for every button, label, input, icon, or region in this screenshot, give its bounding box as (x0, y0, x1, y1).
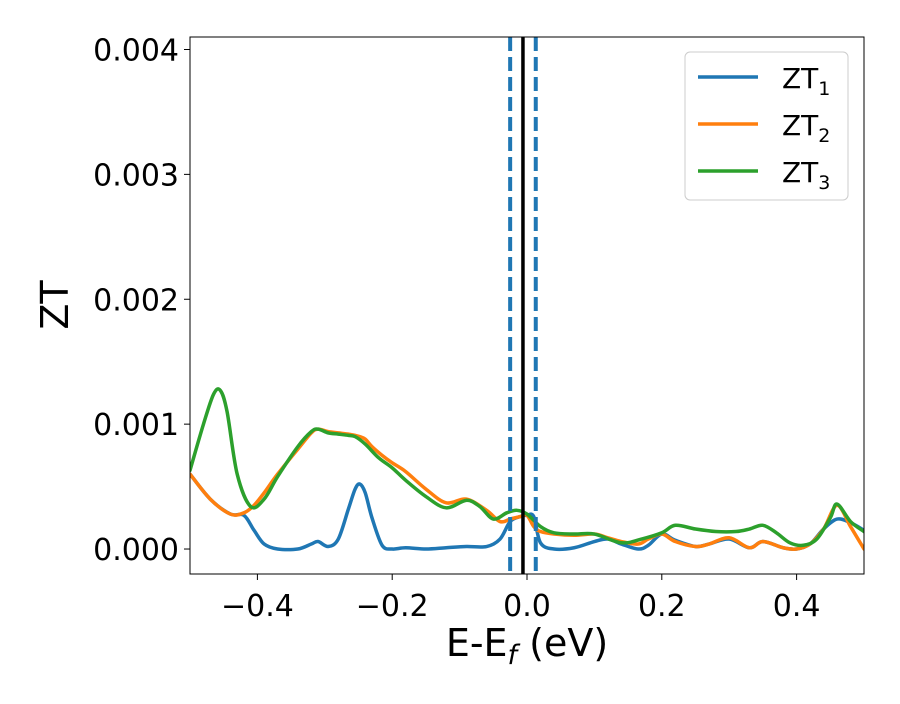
x-tick-label: 0.2 (638, 589, 686, 624)
series-line-zt3 (190, 387, 864, 548)
y-tick-label: 0.000 (93, 533, 179, 568)
x-axis-label-main: E-E (446, 621, 508, 665)
x-tick-label: 0.0 (503, 589, 551, 624)
x-axis-label-rest: (eV) (517, 621, 608, 665)
x-tick-label: −0.2 (356, 589, 429, 624)
y-axis-label: ZT (33, 280, 77, 330)
legend-label-zt3: ZT3 (782, 156, 830, 194)
x-tick-label: 0.4 (773, 589, 821, 624)
legend: ZT1 ZT2 ZT3 (684, 51, 849, 201)
ticks-layer: −0.4 −0.2 0.0 0.2 0.4 0.000 0.001 0.002 0.003 0.0… (93, 33, 820, 624)
legend-label-zt1: ZT1 (782, 62, 830, 100)
y-tick-label: 0.002 (93, 283, 179, 318)
series-line-zt1 (190, 472, 864, 552)
legend-box (684, 51, 849, 201)
legend-label-zt2: ZT2 (782, 109, 830, 147)
y-tick-label: 0.004 (93, 33, 179, 68)
y-tick-label: 0.003 (93, 158, 179, 193)
x-tick-label: −0.4 (221, 589, 294, 624)
series-layer (190, 37, 864, 574)
y-tick-label: 0.001 (93, 408, 179, 443)
x-axis-label: E-Ef (eV) (446, 621, 608, 671)
series-line-zt2 (190, 427, 864, 552)
